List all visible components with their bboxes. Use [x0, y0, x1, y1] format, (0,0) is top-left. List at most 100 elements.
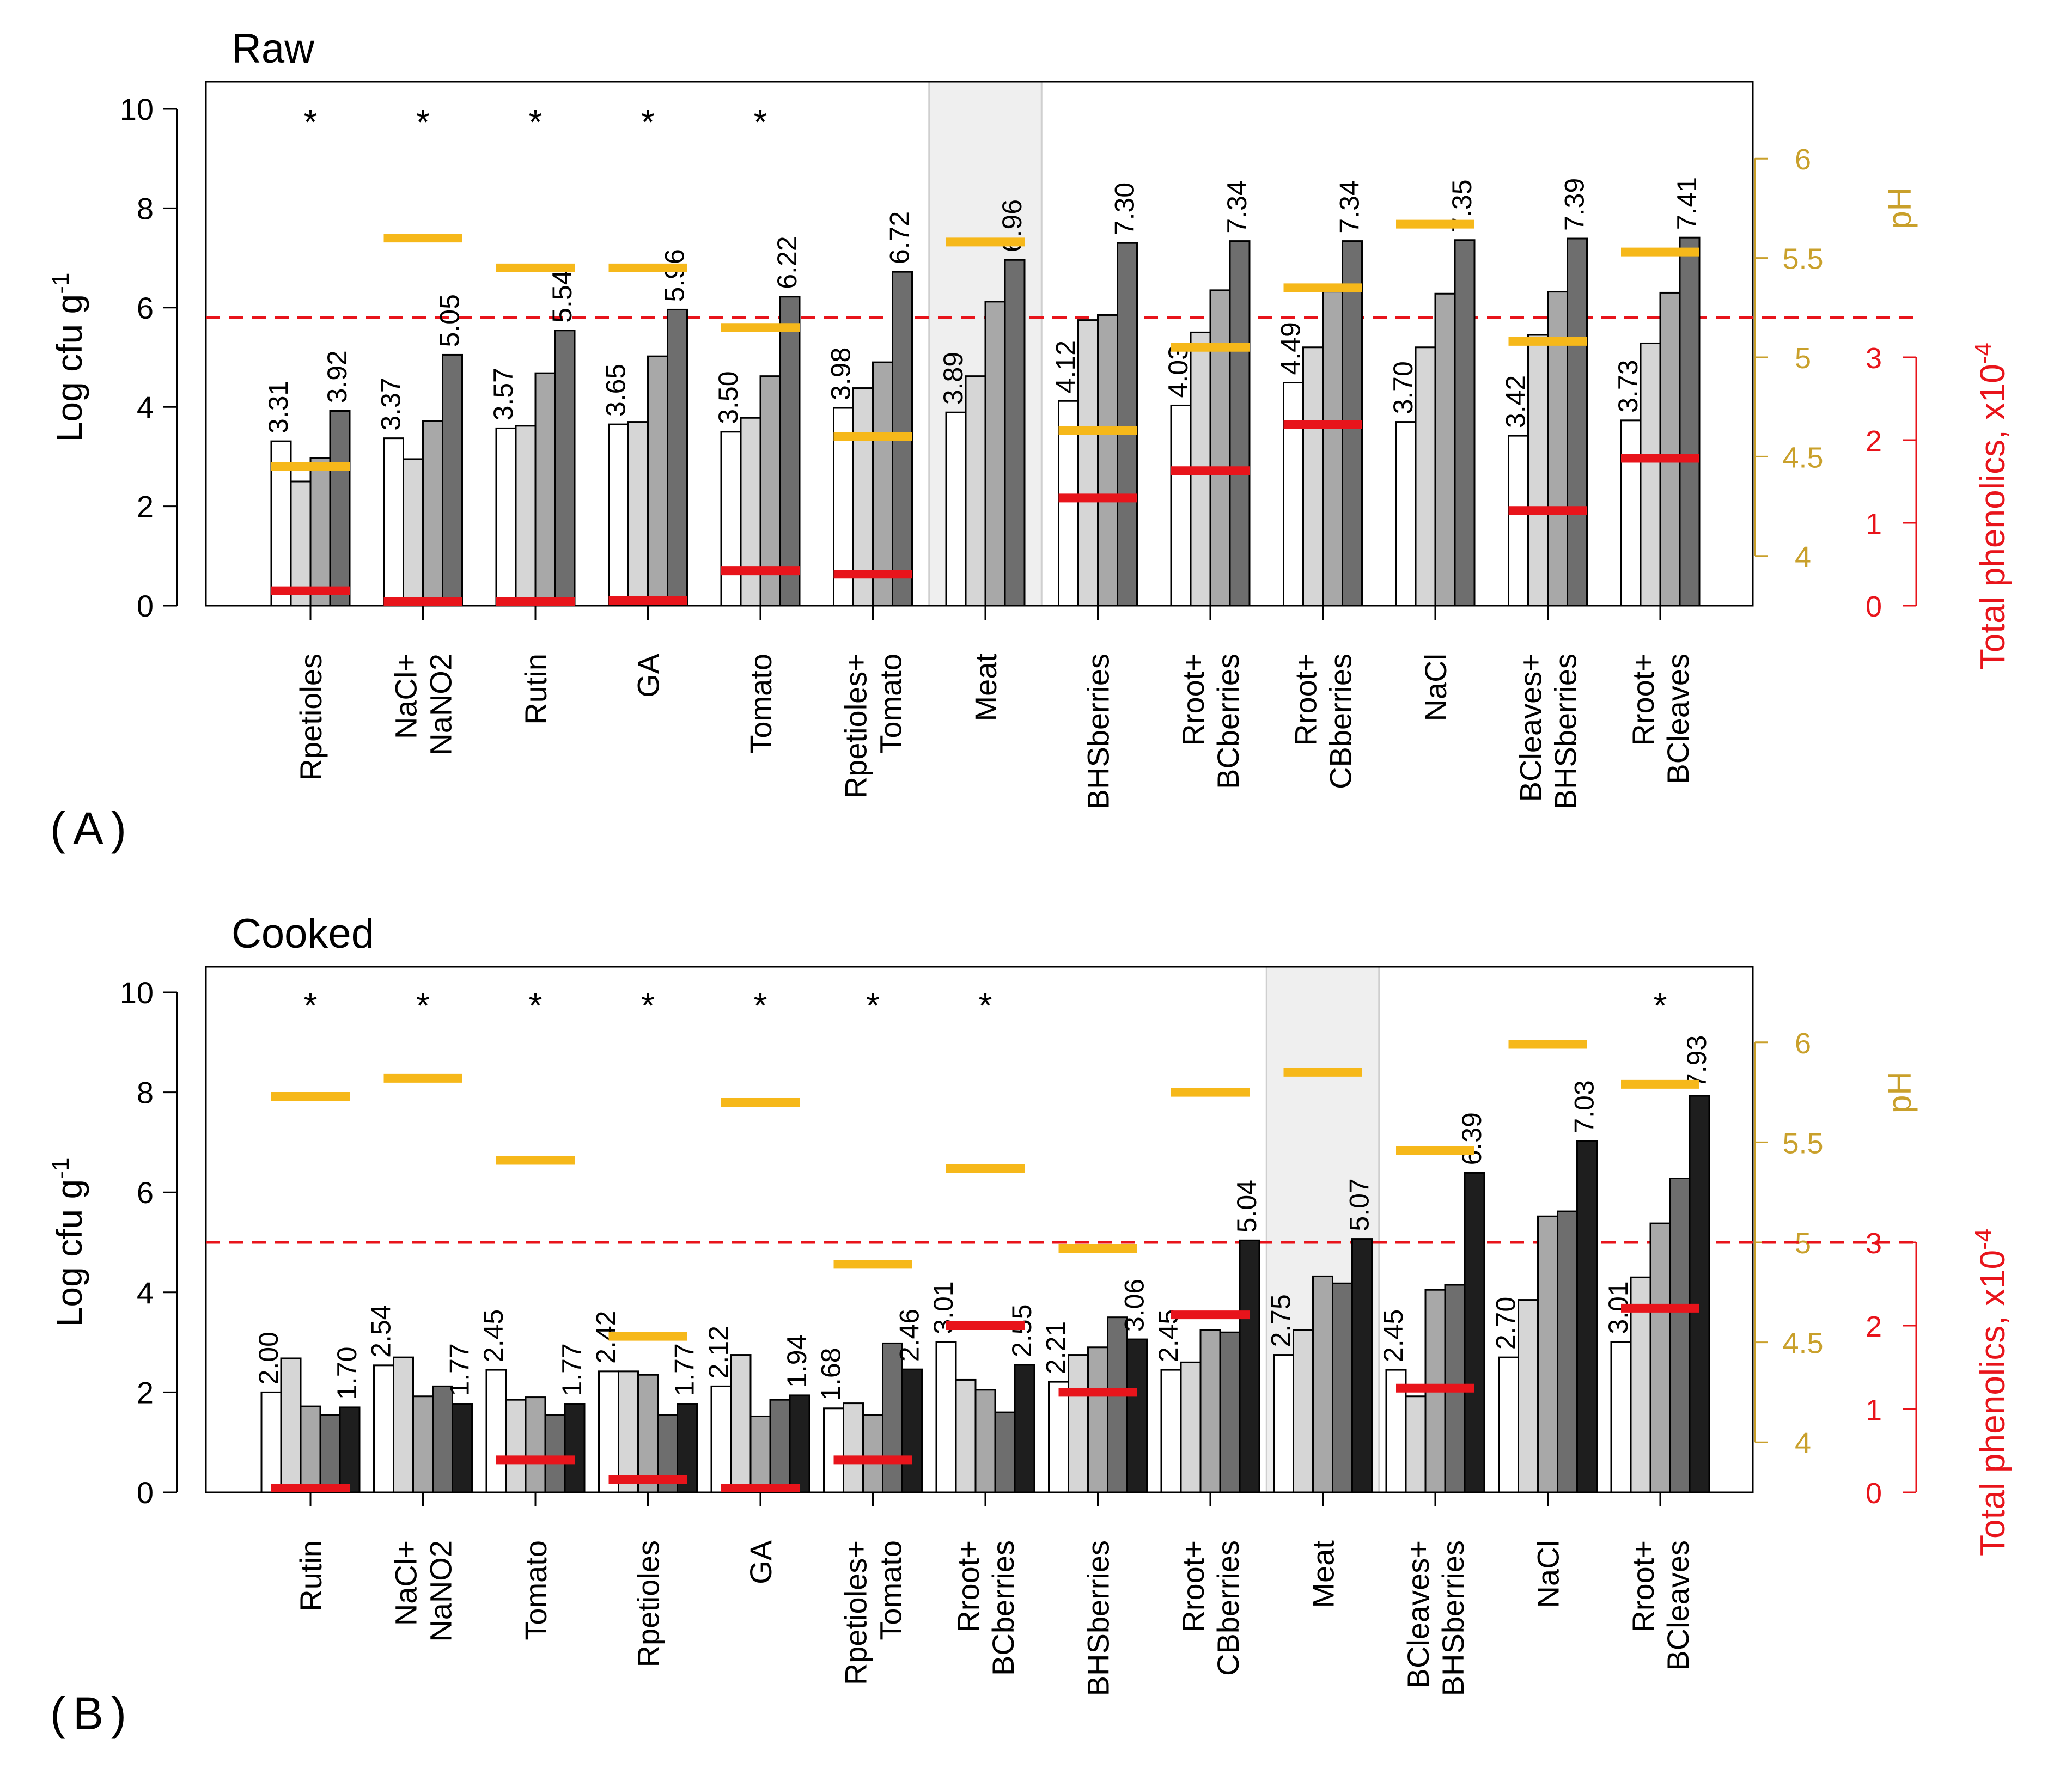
ph-tick-label: 4.5	[1782, 441, 1823, 474]
first-value-label-wrap: 4.12	[1051, 340, 1081, 393]
bar	[1508, 435, 1529, 607]
category-label-wrap: Tomato	[874, 654, 908, 754]
category-label: Tomato	[744, 654, 778, 754]
last-value-label: 7.03	[1569, 1080, 1600, 1133]
bar	[1689, 1095, 1710, 1493]
significance-star: *	[529, 986, 543, 1025]
first-value-label: 3.98	[826, 347, 856, 400]
category-label: Rpetioles+	[839, 654, 873, 798]
y-tick-label: 4	[137, 1276, 154, 1310]
first-value-label: 3.70	[1388, 361, 1418, 414]
category-label: Tomato	[874, 1540, 908, 1640]
category-label: GA	[631, 653, 666, 698]
bar	[339, 1406, 361, 1493]
y-axis-label: Log cfu g-1	[47, 1158, 90, 1327]
category-label-wrap: NaCl+	[389, 654, 423, 739]
y-axis-label-exp: -1	[47, 1158, 74, 1179]
bar	[984, 301, 1006, 607]
last-value-label-wrap: 7.41	[1672, 177, 1702, 230]
bar	[412, 1395, 434, 1493]
bar	[667, 308, 688, 607]
y-tick-label: 10	[120, 92, 154, 126]
first-value-label: 2.21	[1041, 1321, 1071, 1374]
first-value-label-wrap: 2.00	[253, 1332, 284, 1384]
category-label: BCleaves+	[1514, 654, 1548, 802]
first-value-label-wrap: 3.31	[263, 381, 294, 434]
bar	[872, 361, 893, 607]
bar	[1679, 236, 1701, 607]
phenolics-tick-label: 0	[1866, 590, 1882, 623]
y-tick-label: 0	[137, 589, 154, 623]
category-label-wrap: Rpetioles	[631, 1540, 666, 1667]
y-axis-label: Log cfu g-1	[47, 273, 90, 442]
last-value-label-wrap: 1.77	[669, 1343, 700, 1396]
category-label-wrap: BCberries	[986, 1540, 1020, 1676]
first-value-label: 2.45	[478, 1309, 509, 1362]
category-label: Rroot+	[1626, 1540, 1660, 1633]
last-value-label: 7.34	[1334, 180, 1365, 233]
first-value-label: 3.89	[938, 352, 968, 405]
bar	[882, 1342, 903, 1493]
first-value-label-wrap: 2.21	[1041, 1321, 1071, 1374]
ph-tick-label: 5.5	[1782, 243, 1823, 276]
bar	[1126, 1338, 1148, 1493]
category-label: Rroot+	[1176, 654, 1210, 746]
first-value-label: 2.70	[1491, 1297, 1521, 1350]
bar	[789, 1394, 810, 1493]
bar	[1498, 1356, 1519, 1493]
bar	[1160, 1369, 1182, 1493]
bar	[1273, 1354, 1294, 1493]
category-label-wrap: NaCl	[1531, 1540, 1565, 1608]
phenolics-axis-label-main: Total phenolics, x10	[1973, 1250, 2012, 1556]
panel-title: Cooked	[231, 911, 374, 957]
bar	[647, 355, 668, 607]
category-label-wrap: GA	[631, 653, 666, 698]
bar	[329, 410, 351, 607]
phenolics-tick-label: 1	[1866, 1394, 1882, 1426]
panel-title: Raw	[231, 26, 315, 72]
last-value-label-wrap: 5.04	[1232, 1180, 1262, 1233]
bar	[1229, 240, 1251, 607]
y-tick-label: 2	[137, 1375, 154, 1410]
first-value-label: 2.12	[703, 1326, 734, 1378]
bar	[1620, 419, 1642, 607]
first-value-label: 4.03	[1163, 345, 1193, 398]
bar	[1312, 1275, 1333, 1493]
first-value-label-wrap: 3.50	[713, 371, 744, 424]
last-value-label: 3.92	[322, 350, 352, 403]
ph-axis-title: pH	[1881, 187, 1918, 229]
phenolics-tick-label: 0	[1866, 1477, 1882, 1510]
last-value-label-wrap: 3.92	[322, 350, 352, 403]
bar	[1302, 346, 1324, 607]
bar	[935, 1341, 957, 1493]
bar	[403, 458, 424, 607]
bar	[300, 1405, 321, 1493]
category-label-wrap: Rutin	[294, 1540, 328, 1612]
y-tick-label: 6	[137, 291, 154, 325]
last-value-label-wrap: 1.77	[557, 1343, 587, 1396]
significance-star: *	[866, 986, 880, 1025]
panel-raw: Raw 0 2 4 6 8 10 Log cfu g-1 4 4.5 5 5.5 6 pH 0 1 2 3 Tota…	[47, 26, 2013, 854]
last-value-label: 2.46	[894, 1309, 925, 1362]
bar	[485, 1369, 507, 1493]
ph-tick-label: 4	[1795, 1427, 1811, 1460]
last-value-label-wrap: 7.34	[1334, 180, 1365, 233]
bar	[779, 296, 801, 607]
first-value-label-wrap: 3.89	[938, 352, 968, 405]
bar	[373, 1364, 394, 1493]
bar	[260, 1391, 282, 1493]
first-value-label-wrap: 3.73	[1613, 359, 1643, 412]
bar	[1048, 1381, 1069, 1493]
category-label: BCberries	[1211, 654, 1245, 789]
category-label: NaNO2	[424, 654, 458, 755]
last-value-label-wrap: 5.54	[547, 270, 577, 322]
category-label: Meat	[1306, 1540, 1340, 1608]
first-value-label: 2.54	[366, 1304, 397, 1357]
category-label-wrap: NaCl+	[389, 1540, 423, 1626]
last-value-label: 7.34	[1222, 180, 1252, 233]
category-label: NaCl	[1418, 654, 1453, 721]
category-label-wrap: CBberries	[1211, 1540, 1245, 1676]
first-value-label-wrap: 3.37	[376, 377, 406, 430]
phenolics-axis-title: Total phenolics, x10-4	[1970, 343, 2013, 670]
category-label: Rpetioles	[631, 1540, 666, 1667]
